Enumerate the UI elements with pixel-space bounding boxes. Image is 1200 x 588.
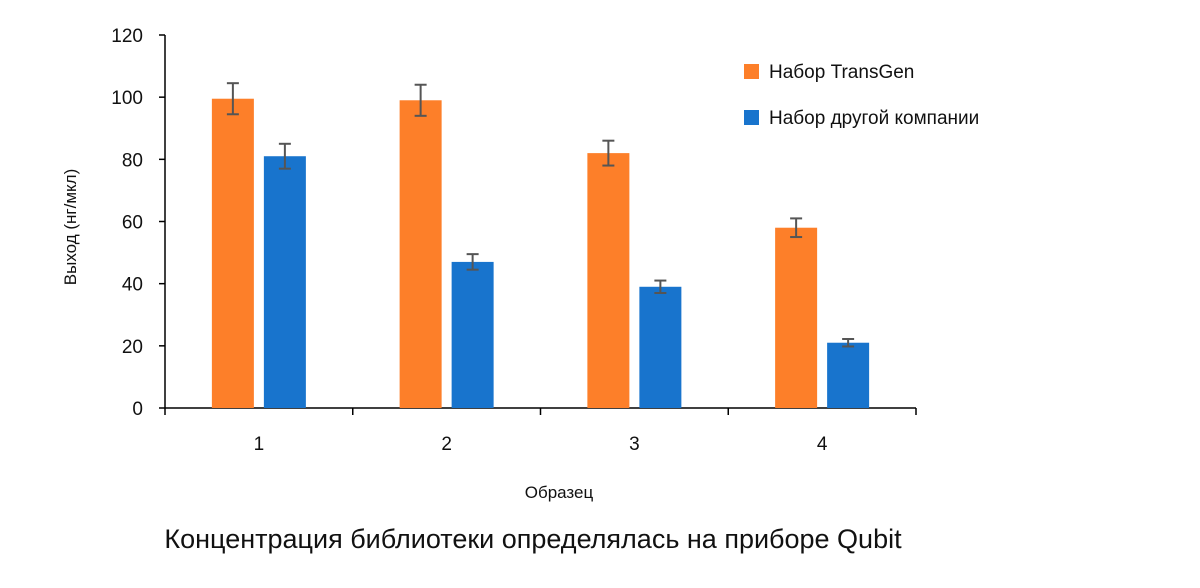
legend-swatch <box>744 110 759 125</box>
bar <box>639 286 682 408</box>
y-tick-label: 40 <box>122 275 143 296</box>
bar <box>451 261 494 408</box>
y-tick-label: 20 <box>122 337 143 358</box>
x-axis-title: Образец <box>525 483 594 502</box>
x-tick-label: 3 <box>629 434 640 455</box>
bar <box>587 153 630 408</box>
error-bars <box>226 82 855 348</box>
y-tick-label: 120 <box>111 26 143 47</box>
legend-label: Набор TransGen <box>769 62 914 83</box>
bar <box>211 98 254 409</box>
x-tick-label: 4 <box>817 434 828 455</box>
bar <box>399 100 442 409</box>
y-axis-title: Выход (нг/мкл) <box>61 169 80 285</box>
legend-swatch <box>744 64 759 79</box>
y-tick-label: 0 <box>132 399 143 420</box>
y-tick-label: 80 <box>122 150 143 171</box>
y-tick-label: 100 <box>111 88 143 109</box>
bar <box>263 156 306 408</box>
bar <box>775 227 818 408</box>
tick-labels: 0 20 40 60 80 100 120 1 2 3 4 <box>111 26 828 455</box>
chart-caption: Концентрация библиотеки определялась на … <box>164 524 902 554</box>
legend-label: Набор другой компании <box>769 108 979 129</box>
legend: Набор TransGen Набор другой компании <box>744 62 979 129</box>
bars <box>211 98 870 409</box>
y-tick-label: 60 <box>122 213 143 234</box>
bar <box>827 342 870 408</box>
x-tick-label: 1 <box>254 434 265 455</box>
x-tick-label: 2 <box>441 434 452 455</box>
